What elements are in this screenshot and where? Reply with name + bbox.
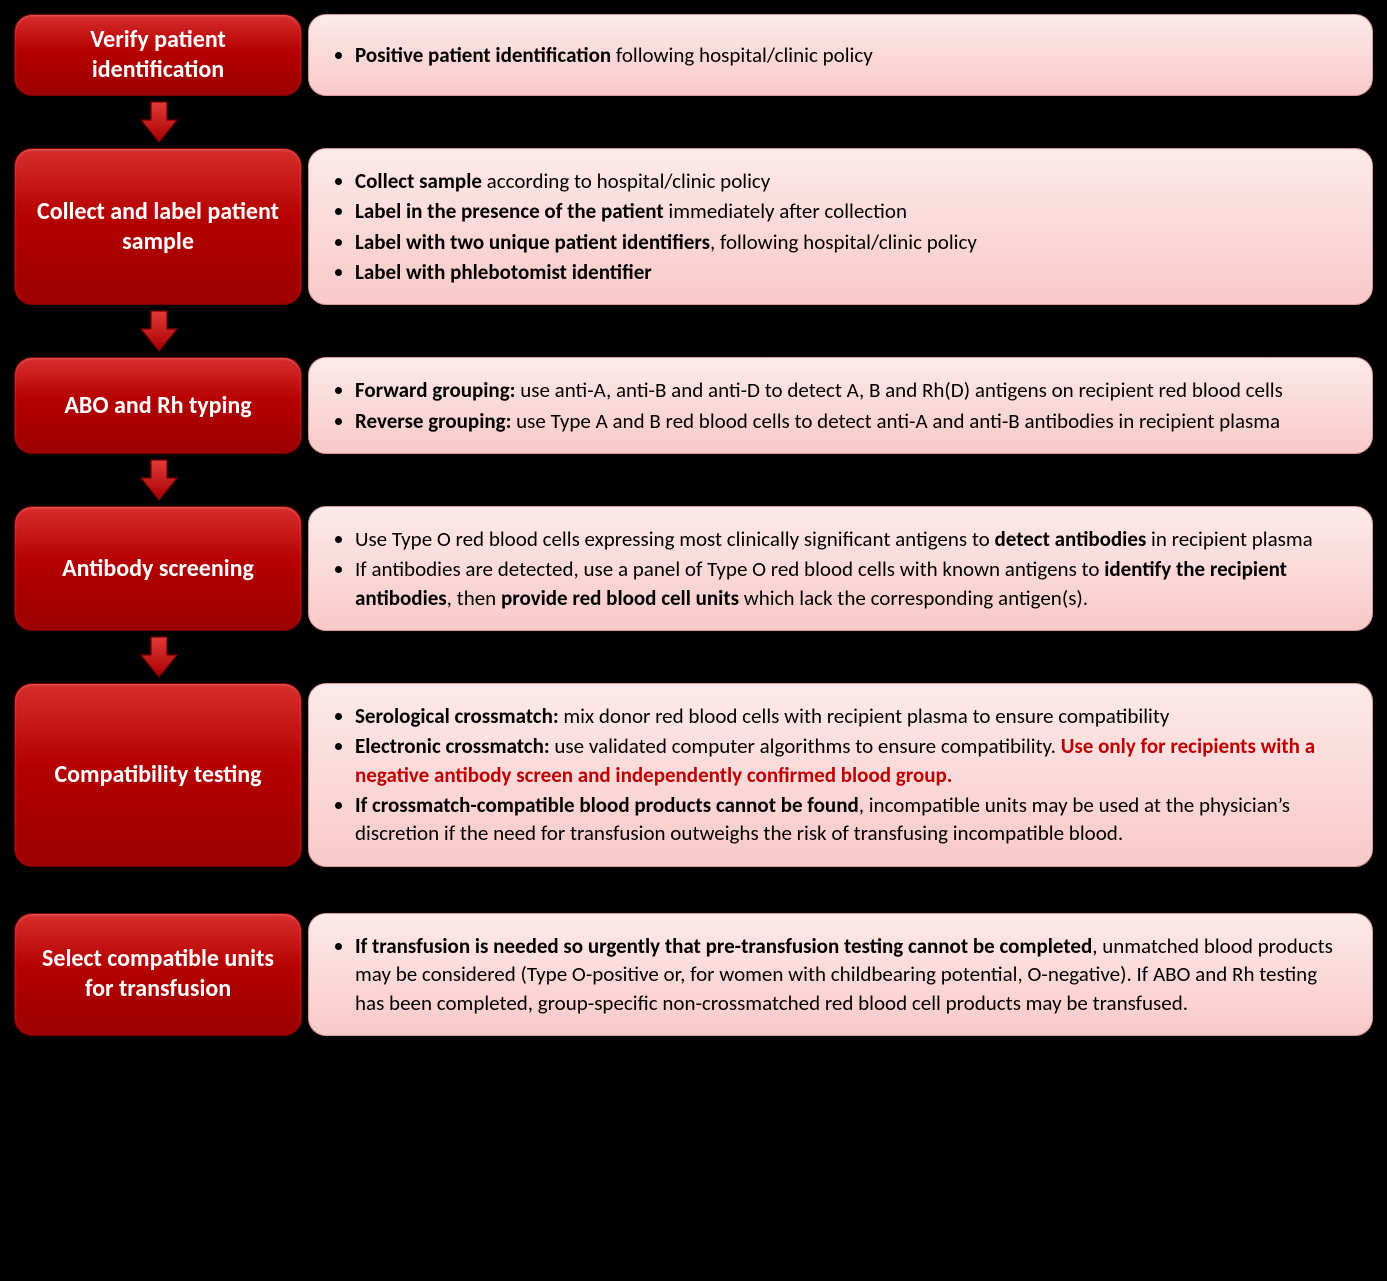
step-label-verify: Verify patient identification (14, 14, 302, 96)
arrow-connector (14, 454, 1373, 506)
step-body-verify: Positive patient identification followin… (308, 14, 1373, 96)
down-arrow-icon (139, 458, 179, 502)
bullet-list: Forward grouping: use anti-A, anti-B and… (329, 374, 1283, 437)
step-label-collect: Collect and label patient sample (14, 148, 302, 305)
step-body-compat: Serological crossmatch: mix donor red bl… (308, 683, 1373, 867)
bullet-item: Reverse grouping: use Type A and B red b… (355, 407, 1283, 435)
step-row-abo: ABO and Rh typing Forward grouping: use a… (14, 357, 1373, 454)
arrow-connector (14, 631, 1373, 683)
bullet-item: If antibodies are detected, use a panel … (355, 555, 1346, 612)
step-label-select: Select compatible units for transfusion (14, 913, 302, 1036)
flowchart-container: Verify patient identification Positive pa… (0, 0, 1387, 1050)
bullet-list: Serological crossmatch: mix donor red bl… (329, 700, 1346, 850)
step-row-antibody: Antibody screening Use Type O red blood c… (14, 506, 1373, 631)
arrow-connector (14, 96, 1373, 148)
bullet-item: Label with phlebotomist identifier (355, 258, 977, 286)
bullet-item: If crossmatch-compatible blood products … (355, 791, 1346, 848)
bullet-item: Serological crossmatch: mix donor red bl… (355, 702, 1346, 730)
bullet-item: Forward grouping: use anti-A, anti-B and… (355, 376, 1283, 404)
arrow-connector (14, 305, 1373, 357)
bullet-list: Use Type O red blood cells expressing mo… (329, 523, 1346, 614)
step-row-collect: Collect and label patient sample Collect … (14, 148, 1373, 305)
step-gap (14, 867, 1373, 913)
step-body-antibody: Use Type O red blood cells expressing mo… (308, 506, 1373, 631)
bullet-item: Label with two unique patient identifier… (355, 228, 977, 256)
step-body-abo: Forward grouping: use anti-A, anti-B and… (308, 357, 1373, 454)
step-body-select: If transfusion is needed so urgently tha… (308, 913, 1373, 1036)
step-label-compat: Compatibility testing (14, 683, 302, 867)
bullet-item: Positive patient identification followin… (355, 41, 873, 69)
down-arrow-icon (139, 635, 179, 679)
down-arrow-icon (139, 100, 179, 144)
step-row-compat: Compatibility testing Serological crossma… (14, 683, 1373, 867)
bullet-list: Positive patient identification followin… (329, 39, 873, 71)
step-label-abo: ABO and Rh typing (14, 357, 302, 454)
bullet-item: If transfusion is needed so urgently tha… (355, 932, 1346, 1017)
bullet-item: Collect sample according to hospital/cli… (355, 167, 977, 195)
bullet-list: If transfusion is needed so urgently tha… (329, 930, 1346, 1019)
step-body-collect: Collect sample according to hospital/cli… (308, 148, 1373, 305)
bullet-item: Label in the presence of the patient imm… (355, 197, 977, 225)
bullet-item: Use Type O red blood cells expressing mo… (355, 525, 1346, 553)
step-label-antibody: Antibody screening (14, 506, 302, 631)
step-row-verify: Verify patient identification Positive pa… (14, 14, 1373, 96)
bullet-item: Electronic crossmatch: use validated com… (355, 732, 1346, 789)
down-arrow-icon (139, 309, 179, 353)
bullet-list: Collect sample according to hospital/cli… (329, 165, 977, 288)
step-row-select: Select compatible units for transfusion I… (14, 913, 1373, 1036)
